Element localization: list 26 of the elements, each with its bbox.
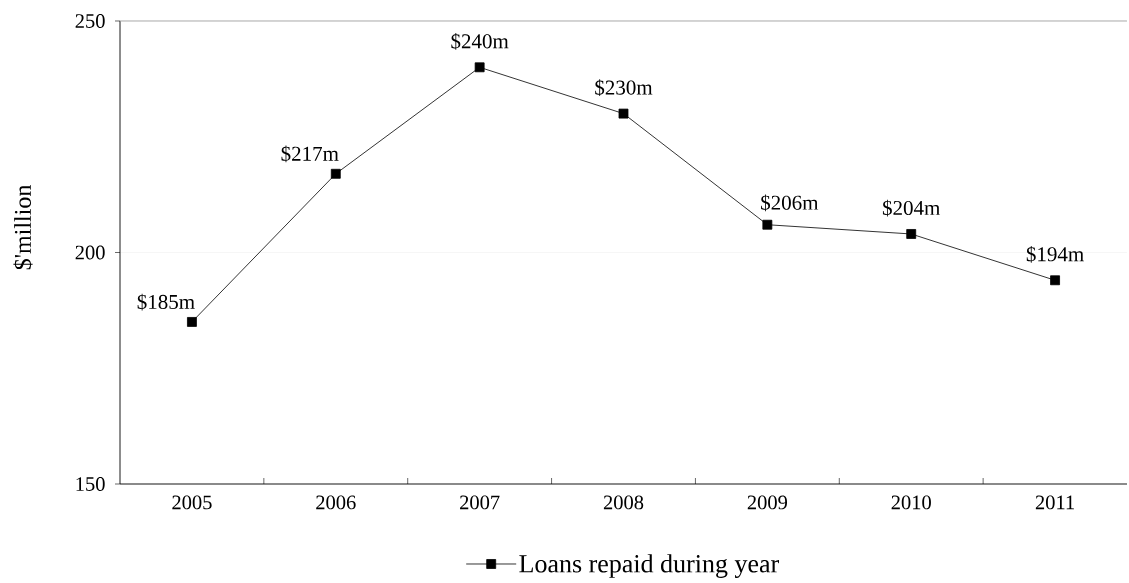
point xyxy=(474,62,485,73)
y-tick-label: 200 xyxy=(75,245,105,260)
point xyxy=(906,229,917,239)
point xyxy=(187,317,197,327)
x-tick-label: 2005 xyxy=(172,495,212,510)
data-label: $230m xyxy=(595,79,653,97)
x-tick-label: 2007 xyxy=(460,495,500,510)
point xyxy=(618,108,629,119)
data-label: $217m xyxy=(281,145,339,163)
y-tick-label: 150 xyxy=(76,477,105,491)
y-axis-title: $'million xyxy=(13,185,33,270)
point xyxy=(762,219,773,230)
y-tick-label: 250 xyxy=(75,14,105,28)
data-label: $194m xyxy=(1026,245,1084,263)
x-tick-label: 2008 xyxy=(603,495,644,510)
point xyxy=(1050,275,1060,286)
data-label: $206m xyxy=(761,194,819,212)
legend-label: Loans repaid during year xyxy=(519,554,779,578)
x-tick-label: 2009 xyxy=(747,495,788,510)
data-label: $204m xyxy=(882,199,941,217)
x-tick-label: 2011 xyxy=(1035,495,1074,510)
data-label: $240m xyxy=(451,32,509,50)
x-tick-label: 2006 xyxy=(316,495,356,510)
data-label: $185m xyxy=(137,293,195,311)
x-tick-label: 2010 xyxy=(891,495,931,510)
point xyxy=(330,168,341,179)
